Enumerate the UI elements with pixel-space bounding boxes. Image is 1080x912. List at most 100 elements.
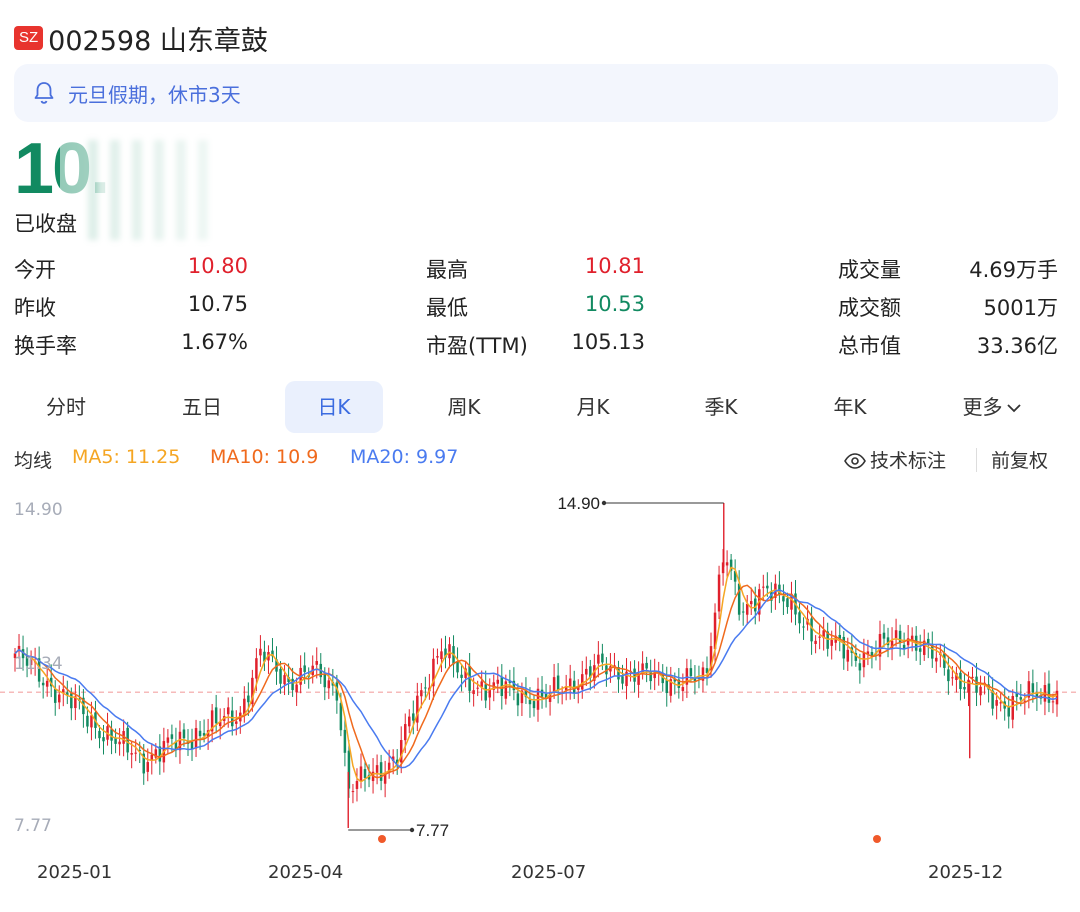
stat-value: 1.67% bbox=[181, 330, 248, 354]
candle-body bbox=[931, 643, 934, 659]
candle-body bbox=[725, 562, 729, 566]
candle-body bbox=[464, 668, 467, 678]
candle-body bbox=[432, 658, 435, 687]
candle-body bbox=[444, 648, 447, 658]
stat-label: 成交量 bbox=[838, 258, 901, 282]
tab-3[interactable]: 周K bbox=[447, 395, 481, 419]
candle-body bbox=[649, 671, 652, 682]
candle-body bbox=[685, 668, 689, 685]
candle-body bbox=[190, 741, 194, 750]
stock-title: 002598 山东章鼓 bbox=[48, 25, 268, 57]
tab-0[interactable]: 分时 bbox=[46, 395, 86, 419]
tab-7[interactable]: 更多 bbox=[947, 381, 1037, 433]
candle-body bbox=[995, 700, 998, 706]
candle-body bbox=[271, 650, 274, 657]
candle-body bbox=[259, 648, 262, 656]
candle-body bbox=[488, 688, 491, 698]
tab-5[interactable]: 季K bbox=[704, 395, 738, 419]
candle-body bbox=[866, 651, 870, 655]
candle-body bbox=[870, 652, 874, 656]
candle-body bbox=[979, 686, 982, 696]
ma5-value: MA5: 11.25 bbox=[72, 446, 181, 468]
candle-body bbox=[689, 668, 693, 677]
candle-body bbox=[733, 571, 737, 582]
candle-body bbox=[999, 702, 1002, 704]
candle-body bbox=[134, 752, 137, 754]
candle-body bbox=[504, 681, 508, 699]
candle-body bbox=[677, 679, 681, 688]
candle-body bbox=[53, 688, 57, 703]
candle-body bbox=[90, 715, 93, 728]
candle-body bbox=[601, 653, 604, 663]
candle-body bbox=[556, 675, 560, 691]
candle-body bbox=[295, 684, 298, 693]
candle-body bbox=[436, 656, 439, 658]
candle-body bbox=[198, 730, 202, 737]
stat-label: 今开 bbox=[14, 258, 56, 282]
candle-body bbox=[552, 677, 556, 693]
candle-body bbox=[110, 729, 113, 741]
candle-body bbox=[496, 679, 500, 684]
stat-value: 10.80 bbox=[187, 254, 248, 278]
candle-body bbox=[1027, 681, 1031, 698]
candle-body bbox=[846, 649, 850, 662]
candle-body bbox=[947, 669, 950, 682]
tech-annotation-button[interactable]: 技术标注 bbox=[844, 446, 946, 473]
candle-body bbox=[339, 703, 343, 731]
candle-body bbox=[255, 658, 258, 679]
kline-chart[interactable]: 14.90 7.77 bbox=[0, 488, 1080, 888]
candle-body bbox=[943, 653, 946, 668]
candle-body bbox=[403, 724, 407, 741]
candle-body bbox=[790, 593, 793, 610]
market-status: 已收盘 bbox=[14, 212, 77, 236]
adjust-button[interactable]: 前复权 bbox=[991, 450, 1049, 472]
candle-body bbox=[158, 746, 162, 762]
tab-1[interactable]: 五日 bbox=[182, 395, 222, 419]
stat-label: 最高 bbox=[426, 258, 468, 282]
candle-body bbox=[440, 651, 443, 660]
candle-body bbox=[593, 665, 596, 681]
tab-6[interactable]: 年K bbox=[833, 395, 867, 419]
tab-2[interactable]: 日K bbox=[285, 381, 383, 433]
candle-body bbox=[709, 646, 713, 671]
candle-body bbox=[1011, 695, 1014, 720]
candle-body bbox=[391, 756, 395, 761]
y-tick-high: 14.90 bbox=[14, 500, 63, 520]
candle-body bbox=[589, 666, 592, 678]
candle-body bbox=[218, 721, 222, 727]
candle-body bbox=[1051, 701, 1055, 703]
candle-body bbox=[802, 626, 805, 628]
candle-body bbox=[906, 638, 910, 646]
candle-body bbox=[476, 687, 479, 689]
candle-body bbox=[367, 774, 371, 780]
candle-body bbox=[544, 693, 548, 700]
stat-value: 4.69万手 bbox=[969, 258, 1058, 282]
quote-stats: 今开 10.80 最高 10.81 成交量 4.69万手 昨收 10.75 最低 10.53 成交额… bbox=[14, 254, 1058, 368]
candle-body bbox=[508, 680, 512, 683]
candle-body bbox=[581, 674, 584, 690]
candle-body bbox=[1019, 697, 1023, 700]
candle-body bbox=[315, 661, 318, 665]
candle-body bbox=[749, 601, 753, 605]
candle-body bbox=[717, 574, 721, 612]
event-dot bbox=[873, 835, 881, 843]
candle-body bbox=[886, 637, 890, 646]
candle-body bbox=[701, 667, 705, 681]
event-dot bbox=[378, 835, 386, 843]
ma10-line bbox=[14, 584, 1058, 779]
holiday-notice[interactable]: 元旦假期，休市3天 bbox=[14, 64, 1058, 122]
candle-body bbox=[174, 741, 178, 751]
candle-body bbox=[633, 668, 636, 682]
x-tick: 2025-12 bbox=[928, 862, 1004, 883]
stat-value: 10.81 bbox=[584, 254, 645, 278]
candle-body bbox=[460, 674, 463, 678]
candle-body bbox=[818, 636, 821, 638]
candle-body bbox=[894, 630, 898, 638]
candle-body bbox=[935, 657, 938, 662]
stat-label: 最低 bbox=[426, 296, 468, 320]
candle-body bbox=[625, 671, 628, 687]
candle-body bbox=[955, 673, 958, 680]
candle-body bbox=[420, 690, 423, 697]
candle-body bbox=[826, 631, 829, 649]
tab-4[interactable]: 月K bbox=[576, 395, 610, 419]
